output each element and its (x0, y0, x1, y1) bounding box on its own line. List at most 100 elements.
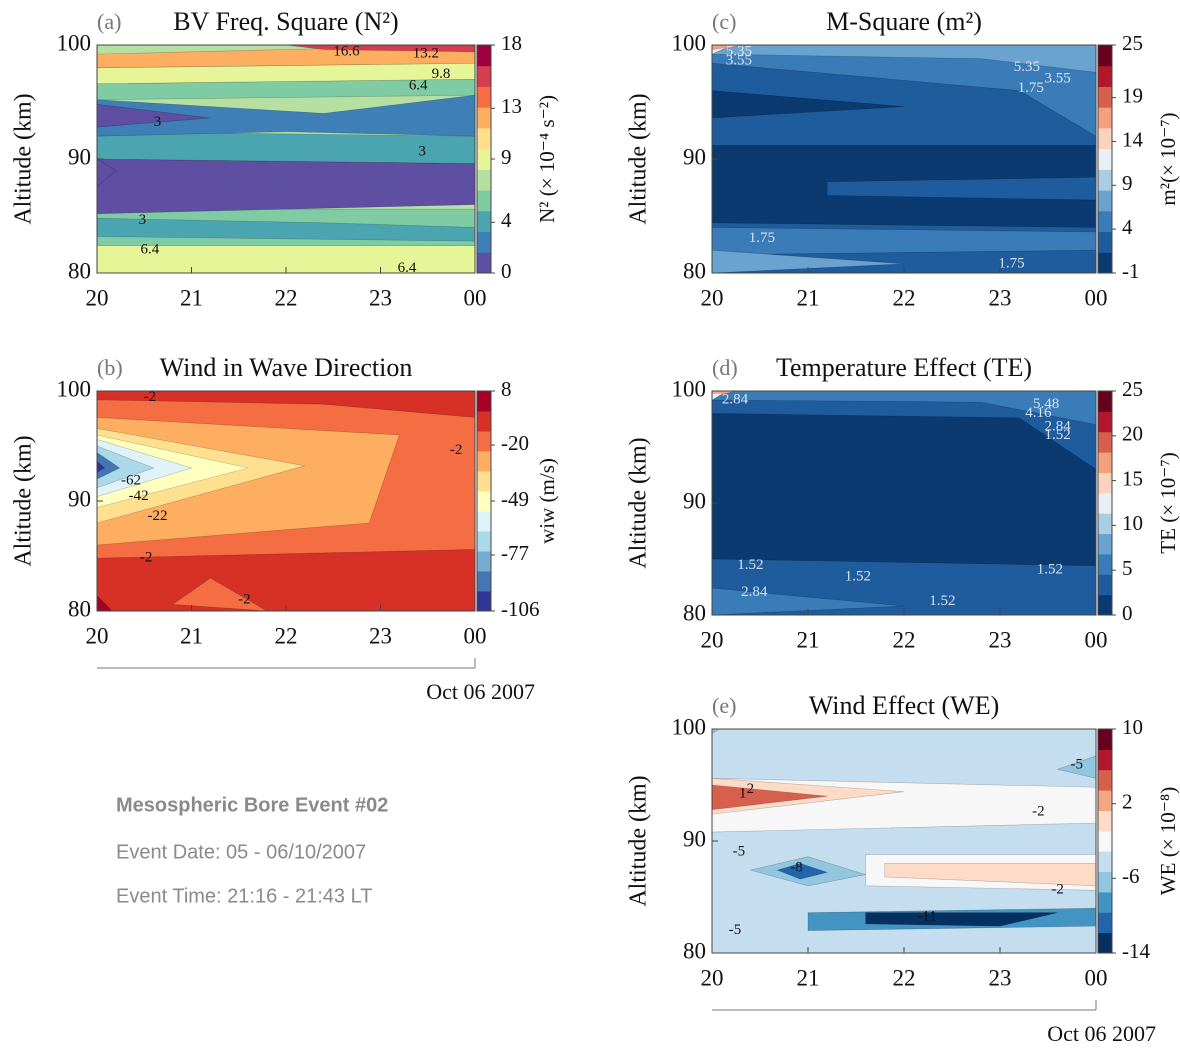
x-tick-label: 22 (893, 965, 916, 990)
contour-label: -5 (733, 844, 746, 860)
colorbar-segment (477, 531, 491, 552)
contour-band (712, 90, 905, 119)
colorbar-tick-label: 19 (1122, 83, 1143, 107)
contour-label: -2 (140, 550, 153, 566)
chart-title: BV Freq. Square (N²) (173, 7, 398, 36)
x-tick-label: 22 (275, 285, 298, 310)
colorbar-tick-label: 13 (501, 94, 522, 118)
x-tick-label: 00 (1085, 965, 1108, 990)
colorbar-segment (1098, 533, 1112, 555)
x-tick-label: 20 (701, 285, 724, 310)
contour-band (1056, 755, 1096, 779)
contour-band (97, 103, 211, 128)
contour-band (97, 78, 475, 101)
colorbar-segment (477, 210, 491, 233)
contour-label: 1.52 (737, 557, 763, 573)
colorbar-segment (1098, 492, 1112, 514)
contour-band (171, 577, 268, 611)
contour-label: 5.35 (1014, 59, 1040, 75)
colorbar-segment (1098, 391, 1112, 412)
contour-label: 1 (739, 785, 747, 801)
colorbar-segment (1098, 790, 1112, 811)
contour-band (97, 94, 475, 137)
y-tick-label: 90 (683, 144, 706, 169)
contour-label: -2 (450, 442, 463, 458)
colorbar-segment (477, 471, 491, 492)
contour-band (826, 176, 1096, 201)
colorbar-segment (1098, 594, 1112, 616)
colorbar-tick-label: 2 (1122, 789, 1133, 813)
contour-label: 6.4 (398, 260, 417, 276)
contour-label: 6.4 (409, 77, 428, 93)
colorbar-segment (1098, 472, 1112, 494)
colorbar-segment (1098, 190, 1112, 212)
contour-label: 2.84 (722, 391, 749, 407)
colorbar-segment (1098, 169, 1112, 191)
contour-label: -2 (144, 389, 157, 405)
colorbar-label: TE (× 10⁻⁷) (1156, 452, 1180, 553)
x-tick-label: 21 (797, 965, 820, 990)
colorbar-segment (1098, 749, 1112, 771)
contour-label: 3.55 (726, 52, 752, 68)
colorbar-segment (477, 451, 491, 472)
contour-label: -5 (1071, 756, 1084, 772)
x-tick-label: 22 (893, 285, 916, 310)
contour-band (97, 131, 475, 164)
y-axis-label: Altitude (km) (11, 93, 37, 224)
y-tick-label: 100 (672, 30, 707, 55)
y-tick-label: 80 (683, 938, 706, 963)
colorbar-segment (1098, 912, 1112, 934)
contour-band (97, 158, 117, 187)
contour-label: 9.8 (432, 66, 451, 82)
colorbar-frame (1097, 390, 1113, 616)
contour-field (97, 391, 475, 611)
colorbar-tick-label: 5 (1122, 556, 1133, 580)
colorbar-segment (1098, 411, 1112, 433)
contour-label: -22 (147, 508, 167, 524)
x-tick-label: 21 (797, 627, 820, 652)
x-tick-label: 22 (893, 627, 916, 652)
contour-label: 6.4 (141, 242, 160, 258)
y-tick-label: 100 (672, 714, 707, 739)
contour-label: 3 (154, 114, 162, 130)
colorbar-label: WE (× 10⁻⁸) (1156, 787, 1180, 895)
colorbar-tick-label: -106 (501, 597, 540, 621)
colorbar-label: wiw (m/s) (535, 458, 559, 544)
colorbar-segment (1098, 769, 1112, 791)
colorbar-segment (477, 86, 491, 108)
x-tick-label: 23 (369, 285, 392, 310)
date-label: Oct 06 2007 (426, 679, 535, 704)
colorbar-tick-label: 10 (1122, 511, 1143, 535)
contour-label: -2 (238, 591, 251, 607)
contour-band (712, 729, 721, 734)
colorbar-segment (1098, 830, 1112, 852)
contour-band (712, 391, 1096, 470)
contour-band (712, 391, 1096, 425)
colorbar-frame (1097, 728, 1113, 954)
contour-band (97, 217, 475, 242)
colorbar-label: N² (× 10⁻⁴ s⁻²) (535, 95, 559, 223)
contour-band (712, 45, 743, 53)
contour-label: 1.75 (1018, 80, 1044, 96)
contour-band (97, 445, 155, 489)
x-tick-label: 22 (275, 623, 298, 648)
x-tick-label: 00 (464, 285, 487, 310)
colorbar-segment (1098, 231, 1112, 253)
colorbar-tick-label: 4 (1122, 215, 1133, 239)
colorbar-segment (1098, 127, 1112, 150)
panel-letter: (b) (97, 355, 123, 380)
colorbar-label: m²(× 10⁻⁷) (1156, 112, 1180, 205)
colorbar-segment (1098, 210, 1112, 233)
x-tick-label: 00 (1085, 627, 1108, 652)
contour-band (712, 391, 736, 399)
contour-label: 13.2 (413, 46, 439, 62)
x-tick-label: 23 (989, 627, 1012, 652)
x-tick-label: 20 (86, 623, 109, 648)
contour-label: -62 (121, 473, 141, 489)
y-axis-label: Altitude (km) (626, 93, 652, 224)
colorbar-segment (477, 491, 491, 512)
contour-label: 1.52 (929, 593, 955, 609)
colorbar-segment (477, 411, 491, 432)
contour-band (97, 461, 106, 473)
